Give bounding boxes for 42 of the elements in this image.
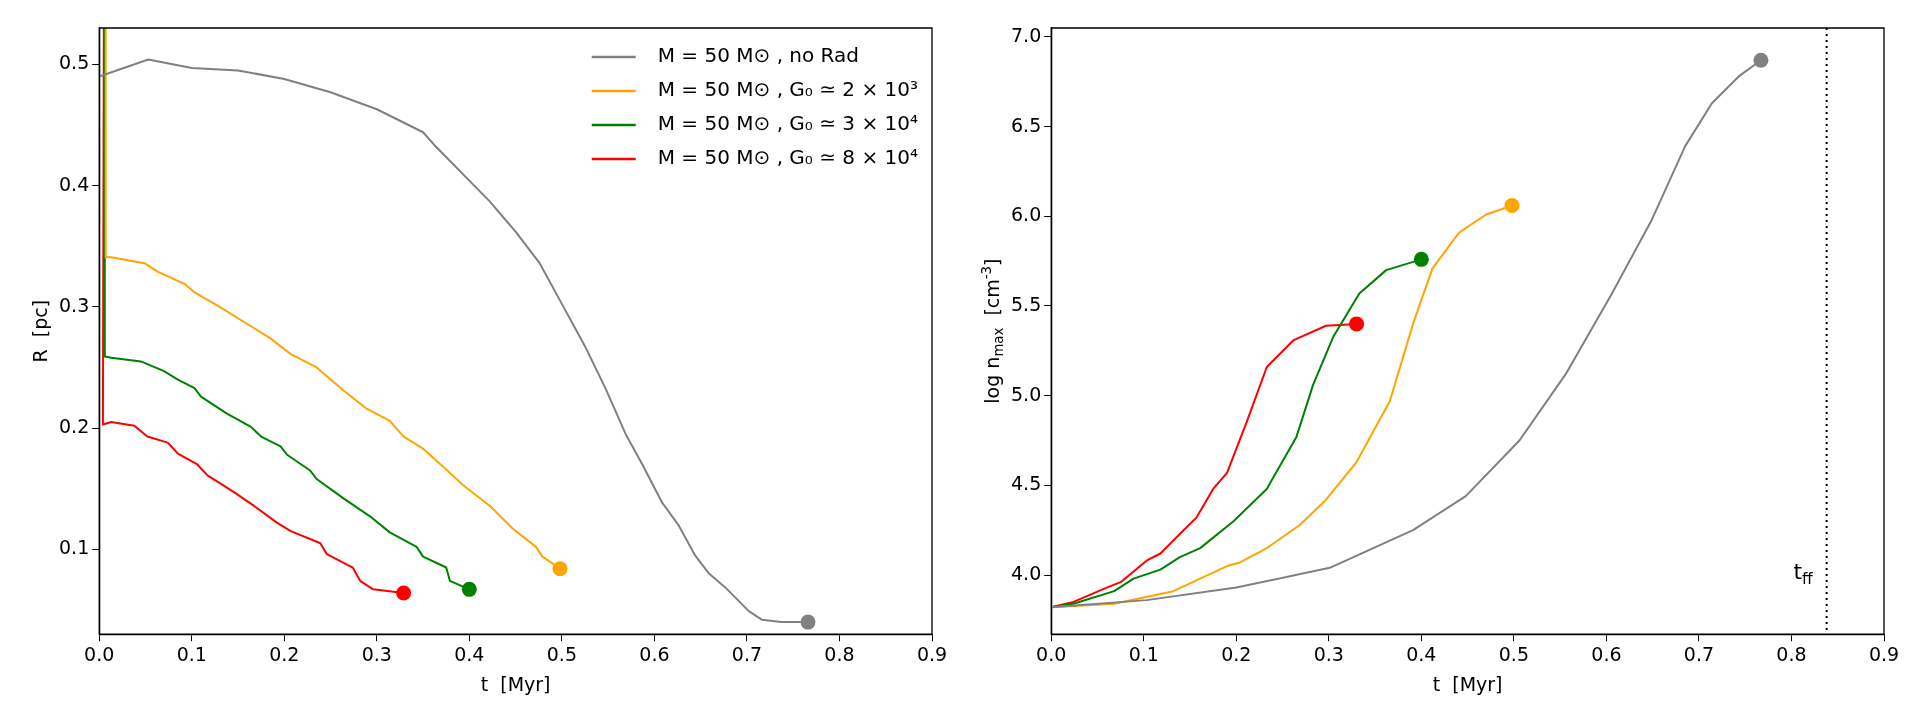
x-axis-title: t [Myr] <box>480 672 551 695</box>
x-tick-label: 0.1 <box>176 642 207 665</box>
legend-label: M = 50 M⊙ , G₀ ≃ 8 × 10⁴ <box>657 145 919 170</box>
x-tick-label: 0.3 <box>1313 642 1344 665</box>
x-tick-label: 0.9 <box>1868 642 1900 665</box>
legend-label: M = 50 M⊙ , G₀ ≃ 3 × 10⁴ <box>657 111 919 136</box>
y-tick-label: 0.1 <box>59 536 90 559</box>
y-tick-label: 5.5 <box>1011 292 1042 315</box>
y-tick-label: 6.5 <box>1011 113 1042 136</box>
x-tick-label: 0.8 <box>824 642 855 665</box>
x-tick-label: 0.5 <box>546 642 577 665</box>
x-tick-label: 0.9 <box>916 642 948 665</box>
x-tick-label: 0.1 <box>1128 642 1159 665</box>
y-axis-title: log nmax [cm-3] <box>978 258 1007 404</box>
x-tick-label: 0.6 <box>639 642 670 665</box>
y-tick-label: 0.3 <box>59 293 90 316</box>
x-tick-label: 0.3 <box>361 642 392 665</box>
y-axis-title: R [pc] <box>28 299 51 363</box>
y-tick-label: 4.0 <box>1011 561 1042 584</box>
x-tick-label: 0.0 <box>1036 642 1067 665</box>
y-tick-label: 5.0 <box>1011 382 1042 405</box>
x-tick-label: 0.8 <box>1776 642 1807 665</box>
legend-label: M = 50 M⊙ , no Rad <box>657 43 860 68</box>
y-tick-label: 0.2 <box>59 415 90 438</box>
x-tick-label: 0.2 <box>1221 642 1252 665</box>
x-tick-label: 0.2 <box>269 642 300 665</box>
point <box>1753 52 1769 68</box>
x-tick-label: 0.7 <box>731 642 763 665</box>
y-tick-label: 0.4 <box>59 172 90 195</box>
x-tick-label: 0.4 <box>454 642 485 665</box>
y-tick-label: 6.0 <box>1011 203 1042 226</box>
x-tick-label: 0.5 <box>1498 642 1529 665</box>
y-tick-label: 0.5 <box>59 51 90 74</box>
x-tick-label: 0.7 <box>1683 642 1715 665</box>
legend-label: M = 50 M⊙ , G₀ ≃ 2 × 10³ <box>657 77 919 102</box>
x-axis-title: t [Myr] <box>1432 672 1503 695</box>
x-tick-label: 0.4 <box>1406 642 1437 665</box>
y-tick-label: 7.0 <box>1011 23 1042 46</box>
x-tick-label: 0.6 <box>1591 642 1622 665</box>
y-tick-label: 4.5 <box>1011 472 1042 495</box>
x-tick-label: 0.0 <box>84 642 115 665</box>
point <box>1413 251 1429 267</box>
